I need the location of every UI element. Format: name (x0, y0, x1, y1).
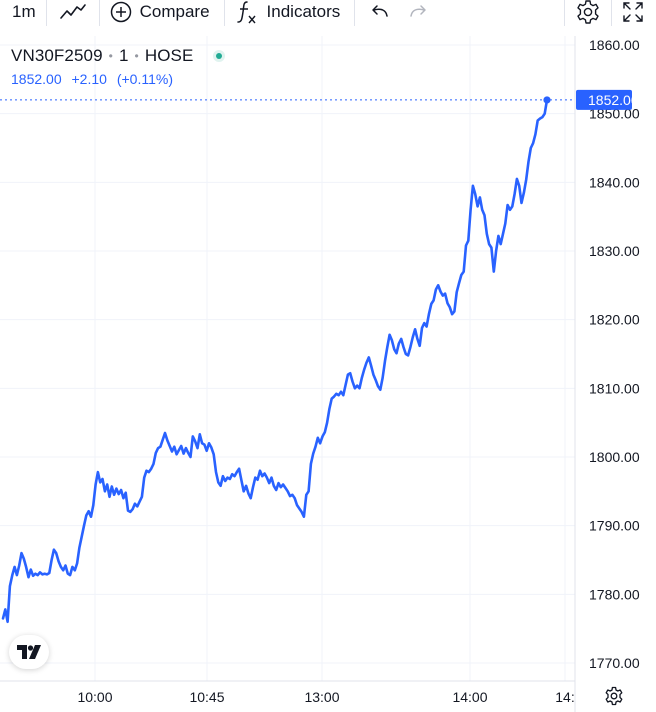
toolbar-divider (223, 0, 225, 26)
y-tick-label: 1820.00 (589, 312, 640, 328)
legend-separator: • (108, 49, 113, 63)
legend-interval: 1 (118, 46, 129, 65)
redo-button[interactable] (399, 0, 437, 24)
y-tick-label: 1860.00 (589, 37, 640, 53)
price-series-line (1, 98, 549, 624)
fx-icon (236, 1, 256, 24)
plus-circle-icon (110, 1, 131, 23)
toolbar-divider (354, 0, 356, 26)
settings-icon (605, 686, 623, 706)
y-tick-label: 1830.00 (589, 243, 640, 259)
last-price-tag: 1852.00 (576, 89, 639, 110)
symbol-name[interactable]: VN30F2509 (11, 46, 103, 65)
chart-type-button[interactable] (47, 0, 99, 24)
legend-values-row: 1852.00 +2.10 (+0.11%) (11, 71, 225, 87)
legend-separator: • (134, 49, 139, 63)
price-axis: 1860.001850.001840.001830.001820.001810.… (589, 37, 640, 671)
y-tick-label: 1840.00 (589, 174, 640, 190)
legend-title-row: VN30F2509 • 1 • HOSE (11, 46, 226, 66)
toolbar-right-group (564, 0, 656, 26)
price-change-value: +2.10 (71, 71, 107, 87)
toolbar-divider (98, 0, 100, 26)
y-tick-label: 1800.00 (589, 449, 640, 465)
interval-button[interactable]: 1m (0, 0, 46, 24)
indicators-button[interactable]: Indicators (225, 0, 355, 24)
x-tick-label: 14:00 (452, 689, 487, 705)
x-tick-label: 10:00 (77, 689, 112, 705)
undo-icon (372, 5, 388, 17)
compare-button[interactable]: Compare (100, 0, 224, 24)
last-price-dot (543, 96, 551, 104)
chart-grid (0, 36, 575, 681)
fullscreen-button[interactable] (612, 0, 656, 24)
gear-icon (577, 0, 599, 24)
toolbar-divider (611, 0, 612, 26)
redo-icon (410, 5, 426, 17)
x-tick-label: 10:45 (189, 689, 224, 705)
last-price-label: 1852.00 (588, 92, 639, 108)
price-change-percent: (+0.11%) (116, 71, 173, 87)
x-tick-label: 13:00 (304, 689, 339, 705)
undo-button[interactable] (355, 0, 399, 24)
top-toolbar: 1m Compare Indicators (0, 0, 656, 26)
market-status-icon[interactable] (213, 50, 226, 62)
last-price-value: 1852.00 (11, 71, 62, 87)
interval-label: 1m (12, 2, 36, 21)
y-tick-label: 1770.00 (589, 655, 640, 671)
settings-button[interactable] (565, 0, 611, 24)
compare-label: Compare (139, 2, 210, 21)
tradingview-logo[interactable] (9, 635, 49, 669)
time-axis-settings-button[interactable] (604, 686, 624, 711)
time-axis: 10:00 10:45 13:00 14:00 14: (77, 689, 574, 705)
tradingview-logo-icon (17, 645, 41, 659)
symbol-legend: VN30F2509 • 1 • HOSE 1852.00 +2.10 (+0.1… (11, 46, 226, 87)
toolbar-divider (564, 0, 565, 26)
exchange-name: HOSE (144, 46, 194, 65)
y-tick-label: 1810.00 (589, 380, 640, 396)
y-tick-label: 1780.00 (589, 586, 640, 602)
x-tick-label: 14: (555, 689, 574, 705)
y-tick-label: 1790.00 (589, 518, 640, 534)
toolbar-divider (45, 0, 47, 26)
fullscreen-icon (623, 2, 643, 22)
indicators-label: Indicators (266, 2, 341, 21)
line-chart-icon (59, 4, 86, 19)
